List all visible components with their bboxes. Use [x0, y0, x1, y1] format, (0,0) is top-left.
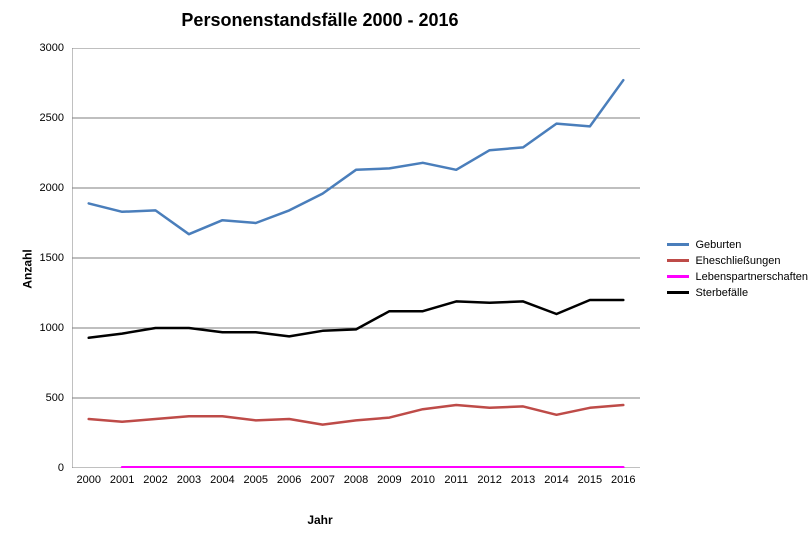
y-tick-label: 3000: [24, 42, 64, 54]
legend-label: Eheschließungen: [695, 255, 780, 267]
legend-label: Sterbefälle: [695, 287, 748, 299]
chart-legend: Geburten Eheschließungen Lebenspartnerscha…: [667, 235, 808, 303]
y-tick-label: 0: [24, 462, 64, 474]
x-tick-label: 2001: [110, 474, 134, 486]
x-tick-label: 2008: [344, 474, 368, 486]
x-axis-label: Jahr: [0, 513, 640, 527]
x-tick-label: 2003: [177, 474, 201, 486]
x-tick-label: 2016: [611, 474, 635, 486]
x-tick-label: 2010: [411, 474, 435, 486]
x-tick-label: 2005: [244, 474, 268, 486]
x-tick-label: 2011: [444, 474, 468, 486]
legend-label: Geburten: [695, 239, 741, 251]
y-tick-label: 2000: [24, 182, 64, 194]
legend-swatch: [667, 291, 689, 294]
legend-item: Sterbefälle: [667, 287, 808, 299]
chart-container: Personenstandsfälle 2000 - 2016 Anzahl J…: [0, 0, 812, 537]
x-tick-label: 2004: [210, 474, 234, 486]
legend-item: Eheschließungen: [667, 255, 808, 267]
legend-swatch: [667, 275, 689, 278]
x-tick-label: 2012: [477, 474, 501, 486]
x-tick-label: 2006: [277, 474, 301, 486]
legend-swatch: [667, 243, 689, 246]
legend-item: Lebenspartnerschaften: [667, 271, 808, 283]
chart-plot: [72, 48, 640, 468]
y-tick-label: 2500: [24, 112, 64, 124]
y-tick-label: 1000: [24, 322, 64, 334]
y-tick-label: 500: [24, 392, 64, 404]
x-tick-label: 2000: [76, 474, 100, 486]
legend-label: Lebenspartnerschaften: [695, 271, 808, 283]
y-tick-label: 1500: [24, 252, 64, 264]
legend-swatch: [667, 259, 689, 262]
x-tick-label: 2009: [377, 474, 401, 486]
x-tick-label: 2013: [511, 474, 535, 486]
x-tick-label: 2007: [310, 474, 334, 486]
chart-title: Personenstandsfälle 2000 - 2016: [0, 10, 640, 31]
x-tick-label: 2015: [578, 474, 602, 486]
x-tick-label: 2014: [544, 474, 568, 486]
x-tick-label: 2002: [143, 474, 167, 486]
legend-item: Geburten: [667, 239, 808, 251]
